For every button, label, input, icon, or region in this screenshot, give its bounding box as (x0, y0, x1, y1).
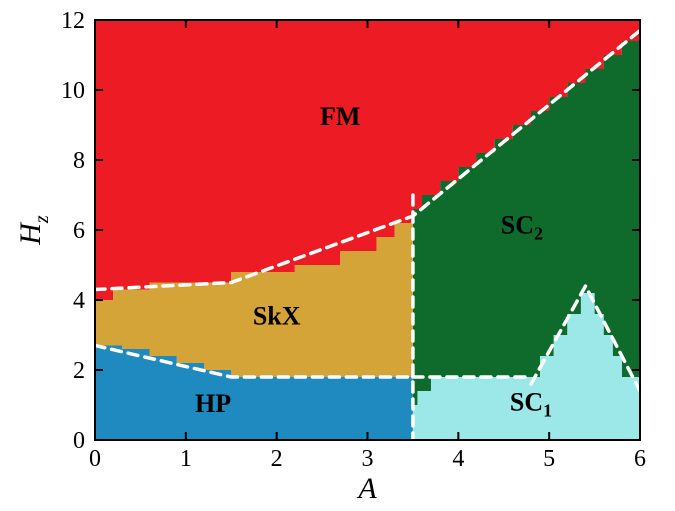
y-tick-label: 0 (73, 428, 85, 454)
phase-diagram-chart: FMSkXHPSC2SC10123456024681012AHz (0, 0, 675, 511)
y-tick-label: 8 (73, 148, 85, 174)
x-tick-label: 2 (271, 446, 283, 472)
x-axis-label: A (356, 472, 377, 505)
x-tick-label: 6 (634, 446, 646, 472)
y-tick-label: 12 (61, 8, 85, 34)
chart-svg: FMSkXHPSC2SC10123456024681012AHz (0, 0, 675, 511)
y-tick-label: 10 (61, 78, 85, 104)
y-tick-label: 2 (73, 358, 85, 384)
y-tick-label: 6 (73, 218, 85, 244)
region-label-HP: HP (195, 389, 231, 418)
x-tick-label: 0 (89, 446, 101, 472)
y-tick-label: 4 (73, 288, 85, 314)
x-tick-label: 5 (543, 446, 555, 472)
x-tick-label: 3 (362, 446, 374, 472)
x-tick-label: 4 (452, 446, 464, 472)
x-tick-label: 1 (180, 446, 192, 472)
y-axis-label: Hz (14, 215, 53, 246)
region-label-SkX: SkX (253, 302, 301, 331)
region-label-FM: FM (320, 102, 360, 131)
